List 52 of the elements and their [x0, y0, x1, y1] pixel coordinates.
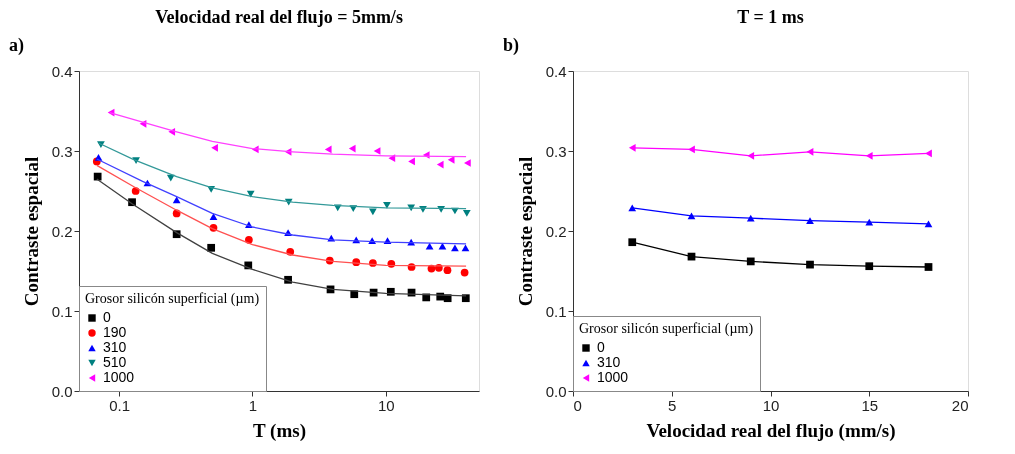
x-tick-label: 5	[668, 396, 677, 414]
y-tick-label: 0.4	[545, 62, 567, 80]
chart-title: Velocidad real del flujo = 5mm/s	[155, 7, 403, 27]
legend-label: 1000	[597, 369, 629, 385]
x-axis-title: Velocidad real del flujo (mm/s)	[646, 419, 896, 442]
x-axis-title: T (ms)	[253, 419, 306, 442]
x-tick-label: 10	[377, 396, 395, 414]
point	[865, 262, 874, 271]
point	[628, 204, 637, 212]
x-tick-label: 20	[951, 396, 969, 414]
point	[865, 151, 873, 160]
point	[746, 257, 755, 266]
legend-label: 1000	[103, 369, 135, 385]
legend-label: 310	[103, 339, 127, 355]
y-tick-label: 0.0	[51, 382, 73, 400]
legend-title: Grosor silicón superficial (µm)	[579, 321, 754, 337]
point	[925, 149, 932, 158]
point	[688, 145, 695, 154]
y-axis-title: Contraste espacial	[20, 156, 42, 307]
y-axis-title: Contraste espacial	[514, 156, 536, 307]
point	[628, 143, 636, 152]
point	[746, 214, 755, 222]
y-tick-label: 0.0	[545, 382, 567, 400]
point	[687, 212, 696, 220]
point	[806, 217, 814, 224]
point	[747, 151, 755, 160]
y-tick-label: 0.3	[51, 142, 73, 160]
legend-label: 0	[103, 309, 111, 325]
text: a)	[9, 35, 24, 56]
legend-label: 510	[103, 354, 127, 370]
y-tick-label: 0.4	[51, 62, 73, 80]
x-tick-label: 1	[248, 396, 258, 414]
point	[865, 218, 874, 226]
point	[806, 260, 814, 269]
y-tick-label: 0.2	[51, 222, 73, 240]
point	[628, 238, 637, 247]
x-tick-label: 0.1	[109, 396, 131, 414]
legend-label: 0	[597, 339, 605, 355]
y-tick-label: 0.2	[545, 222, 567, 240]
point	[924, 220, 933, 228]
y-tick-label: 0.3	[545, 142, 567, 160]
point	[924, 263, 933, 271]
legend-label: 190	[103, 324, 127, 340]
chart-title: T = 1 ms	[737, 7, 804, 27]
legend-label: 310	[597, 354, 621, 370]
text: b)	[503, 35, 520, 56]
x-tick-label: 0	[573, 396, 582, 414]
y-tick-label: 0.1	[545, 302, 567, 320]
y-tick-label: 0.1	[51, 302, 73, 320]
legend-title: Grosor silicón superficial (µm)	[85, 291, 260, 307]
x-tick-label: 10	[762, 396, 780, 414]
x-tick-label: 15	[861, 396, 879, 414]
